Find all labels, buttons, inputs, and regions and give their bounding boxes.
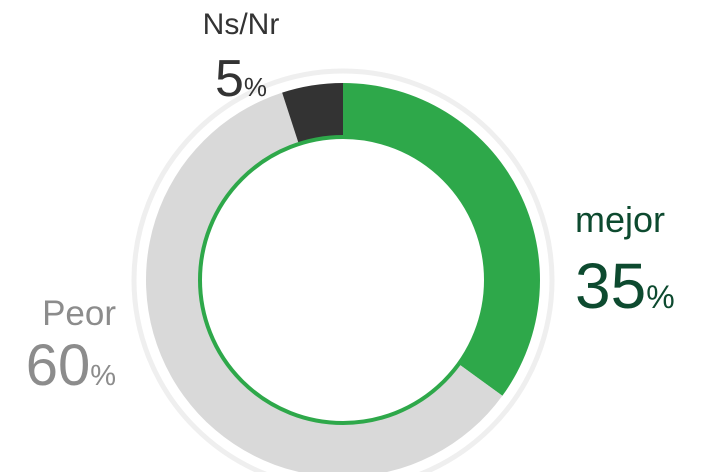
category-label: Peor — [42, 294, 116, 333]
value-number: 5 — [215, 50, 244, 108]
value-unit: % — [244, 72, 267, 102]
donut-segment — [282, 83, 343, 144]
value-label: 35% — [575, 250, 675, 322]
donut-segment — [343, 83, 540, 396]
inner-ring — [198, 135, 488, 425]
value-label: 60% — [26, 333, 116, 398]
donut-segment — [146, 92, 503, 472]
value-number: 35 — [575, 250, 646, 322]
category-label: mejor — [575, 199, 665, 240]
value-number: 60 — [26, 333, 91, 398]
category-label: Ns/Nr — [203, 8, 280, 41]
value-unit: % — [90, 360, 116, 392]
outer-ring — [131, 68, 555, 472]
value-label: 5% — [215, 50, 267, 108]
value-unit: % — [646, 279, 674, 315]
